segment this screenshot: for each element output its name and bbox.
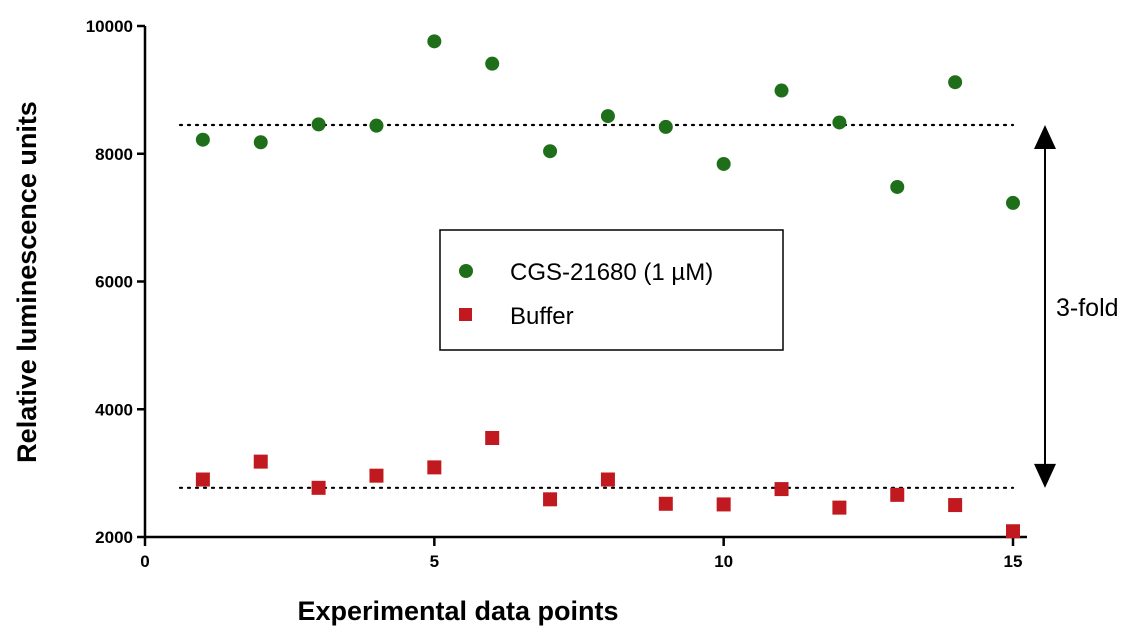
data-point-buffer bbox=[311, 480, 326, 495]
data-point-cgs bbox=[658, 119, 673, 134]
y-tick-label: 2000 bbox=[95, 528, 133, 547]
x-tick-label: 5 bbox=[430, 552, 439, 571]
x-axis-title: Experimental data points bbox=[297, 596, 618, 626]
y-tick-label: 8000 bbox=[95, 145, 133, 164]
data-point-buffer bbox=[369, 468, 384, 483]
data-point-cgs bbox=[543, 144, 558, 159]
data-point-cgs bbox=[832, 115, 847, 130]
legend-marker-buffer bbox=[459, 308, 472, 321]
legend-label-cgs: CGS-21680 (1 µM) bbox=[510, 259, 713, 286]
data-point-buffer bbox=[832, 500, 847, 515]
annotation-label: 3-fold bbox=[1056, 294, 1119, 322]
data-point-buffer bbox=[890, 487, 905, 502]
y-tick-label: 10000 bbox=[86, 17, 133, 36]
data-point-buffer bbox=[543, 492, 558, 507]
series-buffer bbox=[195, 430, 1020, 539]
data-point-cgs bbox=[427, 34, 442, 49]
fold-annotation: 3-fold bbox=[1034, 125, 1119, 488]
data-point-buffer bbox=[600, 472, 615, 487]
x-tick-label: 10 bbox=[714, 552, 733, 571]
series-cgs bbox=[195, 34, 1020, 210]
arrow-head-down bbox=[1034, 463, 1056, 488]
x-tick-label: 0 bbox=[140, 552, 149, 571]
data-point-buffer bbox=[253, 454, 268, 469]
data-point-cgs bbox=[948, 75, 963, 90]
data-point-buffer bbox=[948, 498, 963, 513]
data-point-buffer bbox=[658, 496, 673, 511]
data-point-buffer bbox=[427, 460, 442, 475]
y-axis-title: Relative luminescence units bbox=[12, 101, 42, 463]
data-point-buffer bbox=[485, 430, 500, 445]
data-point-buffer bbox=[716, 497, 731, 512]
data-point-buffer bbox=[195, 472, 210, 487]
data-point-cgs bbox=[1006, 195, 1020, 210]
data-point-cgs bbox=[369, 118, 384, 133]
y-tick-label: 6000 bbox=[95, 273, 133, 292]
data-point-cgs bbox=[716, 156, 731, 171]
x-tick-label: 15 bbox=[1004, 552, 1023, 571]
legend-box bbox=[439, 229, 784, 351]
data-point-buffer bbox=[774, 482, 789, 497]
data-point-cgs bbox=[600, 109, 615, 124]
legend-label-buffer: Buffer bbox=[510, 303, 574, 330]
data-point-cgs bbox=[890, 179, 905, 194]
data-point-cgs bbox=[774, 83, 789, 98]
data-point-cgs bbox=[311, 117, 326, 132]
axes: 2000 4000 6000 8000 10000 0 5 10 15 bbox=[86, 17, 1027, 571]
data-point-cgs bbox=[195, 132, 210, 147]
data-point-buffer bbox=[1006, 524, 1020, 539]
data-point-cgs bbox=[485, 56, 500, 71]
data-point-cgs bbox=[253, 135, 268, 150]
legend-marker-cgs bbox=[459, 264, 473, 278]
legend: CGS-21680 (1 µM) Buffer bbox=[439, 229, 784, 351]
data-points bbox=[195, 34, 1020, 539]
y-tick-label: 4000 bbox=[95, 400, 133, 419]
arrow-head-up bbox=[1034, 125, 1056, 150]
